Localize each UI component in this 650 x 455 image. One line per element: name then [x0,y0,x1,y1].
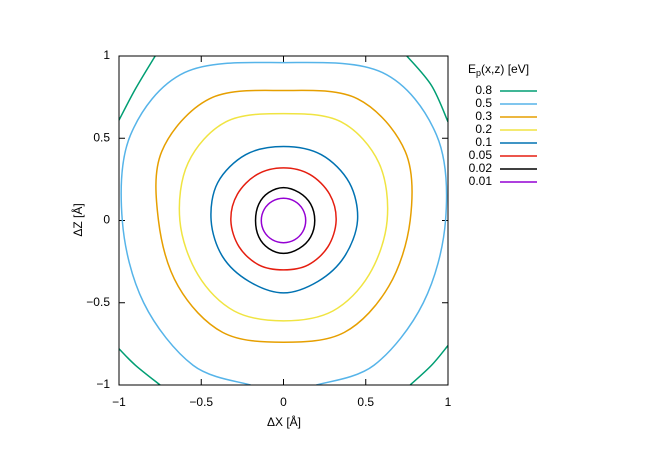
y-tick-label: 0 [103,213,110,227]
contour-line [254,186,316,255]
x-tick-label: −0.5 [189,395,213,409]
legend-label: 0.1 [475,135,492,149]
y-tick-label: −0.5 [86,295,110,309]
contour-line [119,56,448,385]
legend-title: Ep(x,z) [eV] [468,62,529,78]
y-axis-label: ΔZ [Å] [70,203,85,236]
legend-label: 0.8 [475,83,492,97]
legend-label: 0.01 [469,174,493,188]
contour-line [178,112,389,322]
x-tick-label: 0 [280,395,287,409]
x-tick-label: 0.5 [357,395,374,409]
y-tick-label: 1 [103,48,110,62]
y-tick-label: −1 [96,377,110,391]
x-tick-label: −1 [112,395,126,409]
legend-label: 0.3 [475,109,492,123]
plot-frame [118,55,449,386]
legend-title-base: E [468,62,476,76]
legend-label: 0.2 [475,122,492,136]
contour-line [155,89,413,343]
legend-label: 0.02 [469,161,493,175]
legend-label: 0.5 [475,96,492,110]
legend-label: 0.05 [469,148,493,162]
legend-title-rest: (x,z) [eV] [481,62,529,76]
contour-line [210,145,359,294]
x-axis-label: ΔX [Å] [267,414,301,429]
y-tick-label: 0.5 [93,130,110,144]
contour-line [260,197,307,244]
contour-line [120,61,448,385]
legend-title-sub: p [476,68,481,78]
contour-line [230,167,337,271]
x-tick-label: 1 [445,395,452,409]
